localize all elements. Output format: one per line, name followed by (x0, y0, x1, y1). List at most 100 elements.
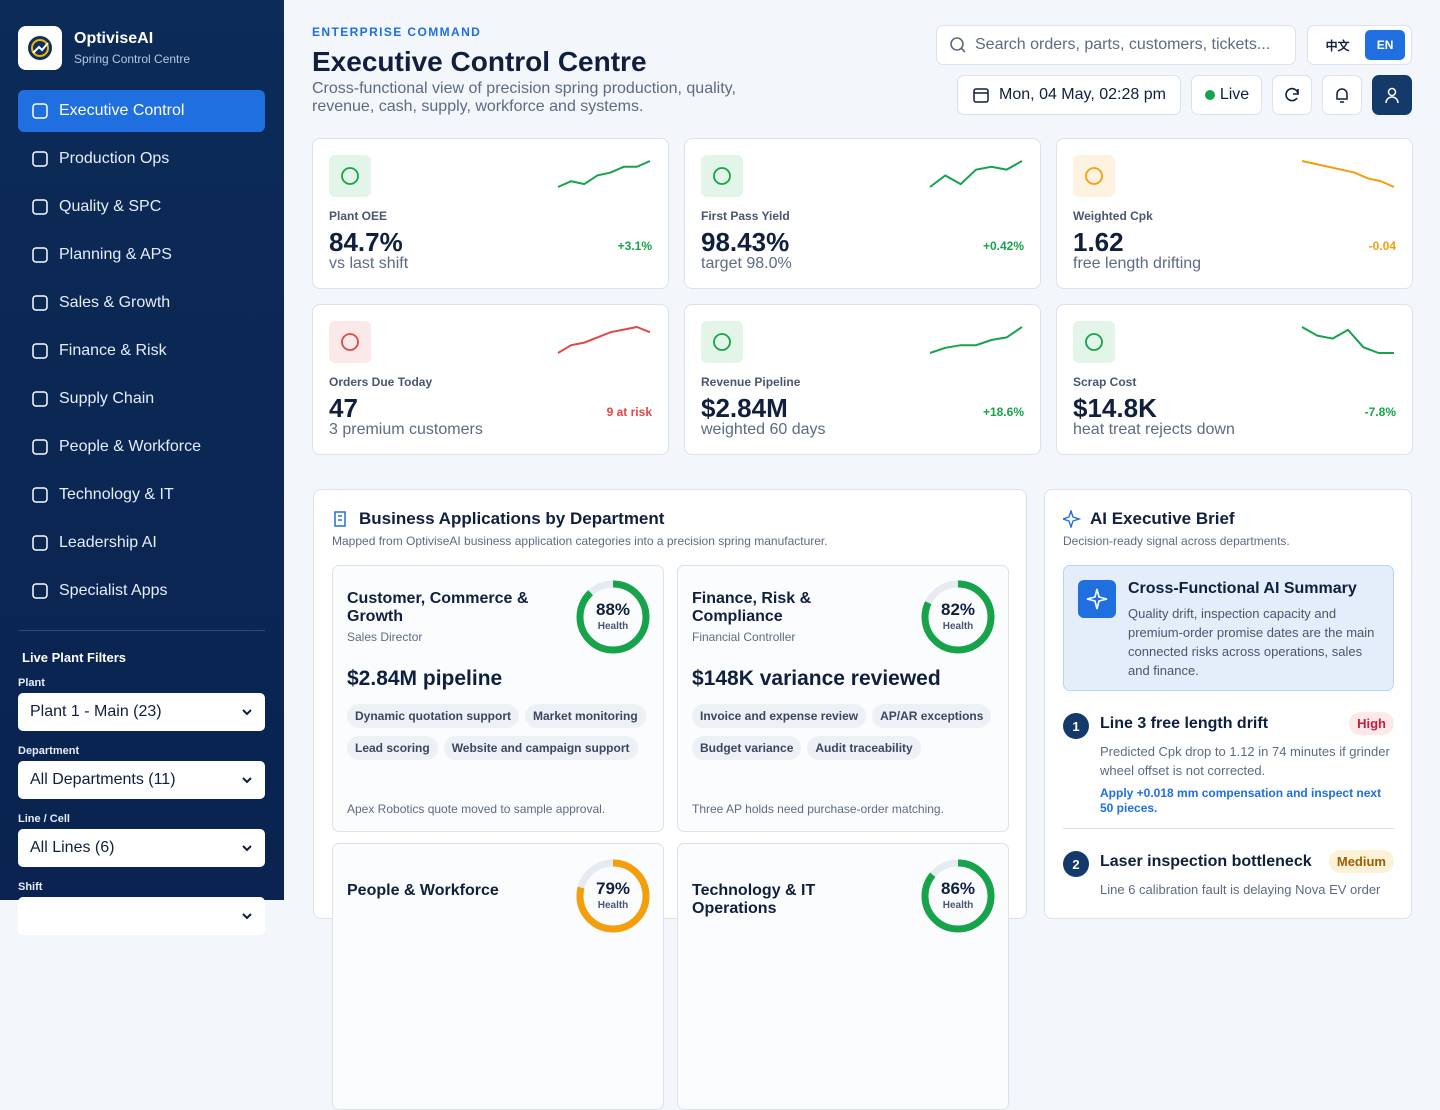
kpi-value: 47 (329, 393, 358, 423)
chevron-shape (242, 777, 252, 784)
tags: Invoice and expense review AP/AR exceptio… (692, 704, 992, 760)
icon-shape (341, 333, 359, 351)
icon (341, 333, 359, 351)
icon-shape (32, 487, 48, 503)
nav-item[interactable]: Sales & Growth (18, 282, 265, 324)
nav-item[interactable]: Executive Control (18, 90, 265, 132)
filter-label: Line / Cell (18, 813, 70, 825)
panel-icon (334, 511, 346, 527)
date: Mon, 04 May, 02:28 pm (999, 86, 1166, 103)
search-placeholder: Search orders, parts, customers, tickets… (975, 36, 1271, 53)
live-status[interactable]: Live (1191, 75, 1262, 115)
health-value: 82% (941, 600, 975, 619)
search[interactable]: Search orders, parts, customers, tickets… (936, 25, 1296, 65)
kpi-delta: +18.6% (982, 405, 1024, 419)
kpi-note: heat treat rejects down (1073, 421, 1235, 438)
app-title: Technology & IT Operations (692, 882, 892, 918)
nav-icon (32, 583, 48, 599)
sparkline (557, 325, 651, 354)
brand-subtitle: Spring Control Centre (74, 52, 191, 66)
user-button[interactable] (1372, 75, 1412, 115)
status: Live (1219, 86, 1250, 103)
kpi-icon (329, 321, 371, 363)
health-value: 79% (596, 879, 630, 898)
kpi-card: Revenue Pipeline $2.84M weighted 60 days +1… (684, 304, 1041, 455)
kpi-card: Plant OEE 84.7% vs last shift +3.1% (312, 138, 669, 289)
tag: Invoice and expense review (692, 704, 867, 728)
icon (1085, 167, 1103, 185)
language[interactable]: EN (1364, 30, 1406, 60)
panel-title: Business Applications by Department (359, 509, 665, 528)
item-text: Line 6 calibration fault is delaying Nov… (1100, 882, 1381, 897)
nav-item[interactable]: Leadership AI (18, 522, 265, 564)
notifications-button[interactable] (1322, 75, 1362, 115)
app-title: Finance, Risk & Compliance Financial Cont… (692, 590, 892, 646)
app-card: People & Workforce 79% Health (332, 843, 664, 1110)
tag: Lead scoring (347, 736, 438, 760)
kpi-icon (701, 321, 743, 363)
filter-label: Shift (18, 881, 43, 893)
chevron (242, 913, 252, 920)
icon-shape (341, 167, 359, 185)
logo (18, 26, 62, 70)
summary-text: Quality drift, inspection capacity and p… (1128, 606, 1375, 678)
filter-value: Plant 1 - Main (23) (30, 703, 162, 720)
filter-select[interactable] (18, 897, 265, 935)
kpi-value: 84.7% (329, 227, 403, 257)
nav-item[interactable]: Supply Chain (18, 378, 265, 420)
kpi-label: Scrap Cost (1073, 375, 1137, 389)
icon (713, 167, 731, 185)
icon (341, 167, 359, 185)
chevron (242, 709, 252, 716)
health-ring: 82% Health (921, 580, 995, 654)
nav-item[interactable]: Finance & Risk (18, 330, 265, 372)
kpi-value: 98.43% (701, 227, 790, 257)
item-badge: Medium (1328, 850, 1394, 873)
icon-shape (32, 439, 48, 455)
brief-panel: AI Executive Brief Decision-ready signal… (1044, 489, 1412, 919)
kpi-delta: +3.1% (617, 239, 652, 253)
nav-item[interactable]: Technology & IT (18, 474, 265, 516)
nav-label: People & Workforce (59, 438, 201, 455)
kpi-label: First Pass Yield (701, 209, 790, 223)
nav-item[interactable]: Quality & SPC (18, 186, 265, 228)
app-card: Finance, Risk & Compliance Financial Cont… (677, 565, 1009, 832)
chevron (242, 777, 252, 784)
health-label: Health (598, 900, 629, 911)
icon-shape (713, 167, 731, 185)
nav-item[interactable]: Planning & APS (18, 234, 265, 276)
item-text: Predicted Cpk drop to 1.12 in 74 minutes… (1100, 744, 1390, 778)
kpi-icon (1073, 321, 1115, 363)
eyebrow: ENTERPRISE COMMAND (312, 25, 482, 39)
nav-icon (32, 295, 48, 311)
kpi-label: Revenue Pipeline (701, 375, 801, 389)
filter-select[interactable]: All Lines (6) (18, 829, 265, 867)
health-ring: 86% Health (921, 859, 995, 933)
nav-item[interactable]: People & Workforce (18, 426, 265, 468)
health-value: 88% (596, 600, 630, 619)
refresh-button[interactable] (1272, 75, 1312, 115)
sparkline-line (929, 160, 1023, 188)
nav-item[interactable]: Specialist Apps (18, 570, 265, 612)
filter-value: All Lines (6) (30, 839, 115, 856)
summary-title: Cross-Functional AI Summary (1128, 580, 1357, 597)
app-note: Three AP holds need purchase-order match… (692, 802, 944, 816)
nav-label: Technology & IT (59, 486, 174, 503)
filters: Plant Plant 1 - Main (23) Department All De… (18, 677, 265, 949)
brand: OptiviseAI (74, 30, 154, 47)
filter-select[interactable]: All Departments (11) (18, 761, 265, 799)
kpi-card: Scrap Cost $14.8K heat treat rejects down -… (1056, 304, 1413, 455)
app-headline: $148K variance reviewed (692, 667, 941, 690)
brief-item: 2 Laser inspection bottleneck Medium Line 6… (1063, 850, 1394, 960)
kpi-delta: -0.04 (1368, 239, 1396, 253)
icon-shape (713, 333, 731, 351)
filter-select[interactable]: Plant 1 - Main (23) (18, 693, 265, 731)
sparkline (929, 160, 1023, 188)
filter-value: All Departments (11) (30, 771, 176, 788)
sparkline (1301, 326, 1394, 354)
icon-shape (1085, 333, 1103, 351)
language[interactable]: 中文 (1325, 38, 1350, 53)
date-picker[interactable]: Mon, 04 May, 02:28 pm (957, 75, 1181, 115)
page-subtitle: Cross-functional view of precision sprin… (312, 80, 736, 115)
nav-item[interactable]: Production Ops (18, 138, 265, 180)
